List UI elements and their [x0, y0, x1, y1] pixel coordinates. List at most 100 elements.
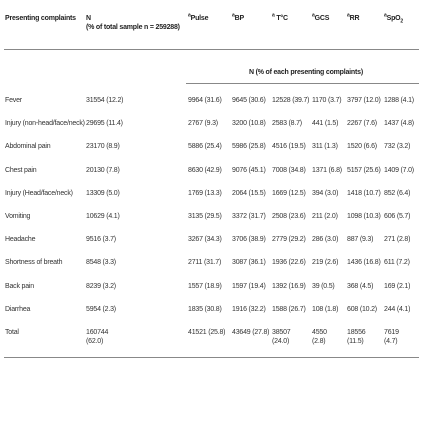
subscript: 2 — [400, 18, 403, 25]
cell: 3267 (34.3) — [188, 236, 222, 244]
column-header: aRR — [347, 12, 360, 23]
cell: 1835 (30.8) — [188, 305, 222, 313]
cell: 9645 (30.6) — [232, 97, 266, 104]
cell: 13309 (5.0) — [86, 189, 120, 197]
row-label: Back pain — [5, 282, 34, 290]
total-cell: 43649 (27.8) — [232, 328, 269, 337]
cell: 271 (2.8) — [384, 236, 411, 244]
cell: 1520 (6.6) — [347, 143, 377, 151]
cell: 732 (3.2) — [384, 143, 411, 151]
cell: 108 (1.8) — [312, 305, 339, 313]
cell: 1170 (3.7) — [312, 97, 342, 104]
footnote-mark: a — [232, 12, 235, 19]
total-text: (62.0) — [86, 338, 104, 345]
row-label: Abdominal pain — [5, 143, 51, 151]
cell: 1597 (19.4) — [232, 282, 266, 290]
cell: 1769 (13.3) — [188, 189, 222, 197]
header-label: RR — [349, 15, 360, 22]
header-label: T°C — [274, 15, 288, 22]
cell: 1392 (16.9) — [272, 282, 306, 290]
footnote-mark: a — [347, 12, 350, 19]
cell: 9076 (45.1) — [232, 166, 266, 174]
cell: 8239 (3.2) — [86, 282, 116, 290]
cell: 10629 (4.1) — [86, 213, 120, 220]
cell: 1936 (22.6) — [272, 259, 306, 267]
cell: 3797 (12.0) — [347, 97, 381, 104]
header-label: BP — [234, 15, 245, 22]
cell: 7008 (34.8) — [272, 166, 306, 174]
cell: 441 (1.5) — [312, 120, 339, 128]
total-cell: 4550 (2.8) — [312, 328, 327, 346]
cell: 2767 (9.3) — [188, 120, 218, 128]
cell: 31554 (12.2) — [86, 97, 124, 104]
cell: 286 (3.0) — [312, 236, 339, 244]
column-header: N (% of total sample n = 259288) — [86, 14, 180, 32]
total-text: 7619 — [384, 329, 399, 336]
cell: 368 (4.5) — [347, 282, 374, 290]
cell: 3087 (36.1) — [232, 259, 266, 267]
subheader: N (% of each presenting complaints) — [249, 69, 363, 76]
cell: 887 (9.3) — [347, 236, 374, 244]
row-label: Shortness of breath — [5, 259, 63, 267]
row-label: Injury (non-head/face/neck) — [5, 120, 85, 128]
cell: 4516 (19.5) — [272, 143, 306, 151]
cell: 244 (4.1) — [384, 305, 411, 313]
total-text: (2.8) — [312, 338, 326, 345]
cell: 23170 (8.9) — [86, 143, 120, 151]
column-header: aGCS — [312, 12, 330, 23]
header-label: GCS — [314, 15, 330, 22]
rule — [186, 83, 419, 84]
column-header: Presenting complaints — [5, 14, 76, 23]
total-text: 4550 — [312, 329, 327, 336]
cell: 852 (6.4) — [384, 189, 411, 197]
header-note: (% of total sample n = 259288) — [86, 24, 180, 31]
total-text: (4.7) — [384, 338, 398, 345]
cell: 3200 (10.8) — [232, 120, 266, 128]
cell: 1371 (6.8) — [312, 166, 342, 174]
cell: 1669 (12.5) — [272, 189, 306, 197]
cell: 9964 (31.6) — [188, 97, 222, 104]
cell: 3372 (31.7) — [232, 213, 266, 220]
header-label: SpO — [386, 15, 401, 22]
column-header: a T°C — [272, 13, 288, 23]
footnote-mark: a — [384, 12, 387, 19]
total-text: 43649 (27.8) — [232, 329, 270, 336]
row-label: Fever — [5, 97, 22, 104]
cell: 608 (10.2) — [347, 305, 377, 313]
row-label: Headache — [5, 236, 36, 244]
cell: 2711 (31.7) — [188, 259, 222, 267]
cell: 2583 (8.7) — [272, 120, 302, 128]
cell: 1916 (32.2) — [232, 305, 266, 313]
cell: 9516 (3.7) — [86, 236, 116, 244]
cell: 39 (0.5) — [312, 282, 335, 290]
cell: 5986 (25.8) — [232, 143, 266, 151]
cell: 394 (3.0) — [312, 189, 339, 197]
total-cell: 38507 (24.0) — [272, 328, 291, 346]
cell: 1436 (16.8) — [347, 259, 381, 267]
column-header: aSpO2 — [384, 12, 403, 25]
row-label: Vomiting — [5, 213, 31, 220]
cell: 1098 (10.3) — [347, 213, 381, 220]
total-text: 160744 — [86, 329, 109, 336]
cell: 8630 (42.9) — [188, 166, 222, 174]
row-label: Diarrhea — [5, 305, 31, 313]
header-label: N — [86, 15, 91, 22]
total-cell: 160744 (62.0) — [86, 328, 108, 346]
total-text: Total — [5, 329, 19, 336]
footnote-mark: a — [312, 12, 315, 19]
cell: 12528 (39.7) — [272, 97, 310, 104]
cell: 1288 (4.1) — [384, 97, 414, 104]
cell: 219 (2.6) — [312, 259, 339, 267]
cell: 1588 (26.7) — [272, 305, 306, 313]
header-label: Presenting complaints — [5, 15, 76, 22]
rule — [4, 357, 419, 358]
total-cell: 7619 (4.7) — [384, 328, 399, 346]
cell: 1418 (10.7) — [347, 189, 381, 197]
cell: 20130 (7.8) — [86, 166, 120, 174]
cell: 311 (1.3) — [312, 143, 338, 151]
cell: 606 (5.7) — [384, 213, 411, 220]
row-label: Chest pain — [5, 166, 37, 174]
total-cell: Total — [5, 328, 19, 337]
cell: 5954 (2.3) — [86, 305, 116, 313]
